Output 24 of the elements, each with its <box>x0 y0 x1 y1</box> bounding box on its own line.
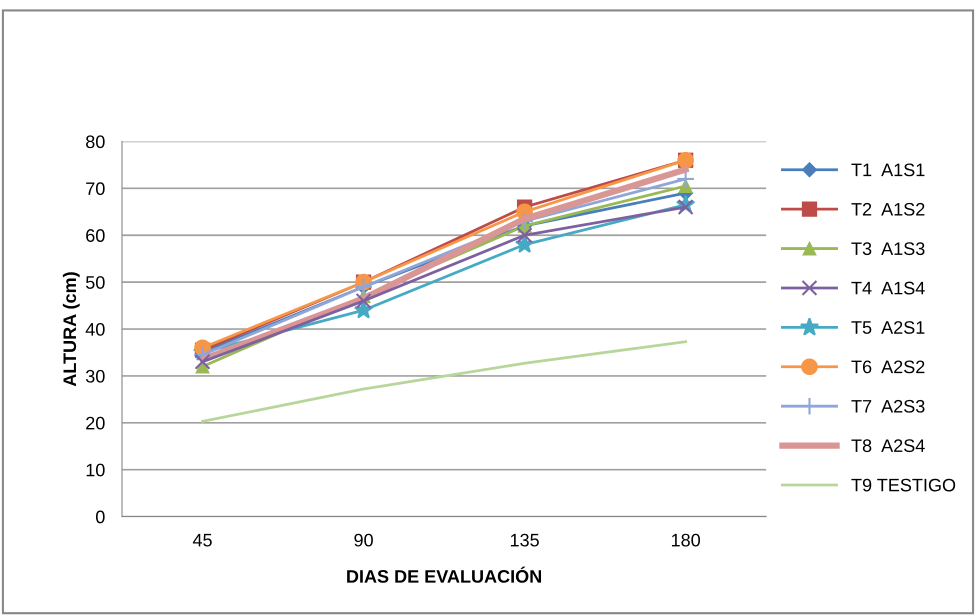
legend-label: T5 A2S1 <box>851 321 924 334</box>
legend-label: T9 TESTIGO <box>851 478 956 492</box>
legend-label: T3 A1S3 <box>851 242 925 256</box>
legend-label: T6 A2S2 <box>851 360 924 374</box>
legend-label: T4 A1S4 <box>851 282 925 294</box>
y-axis-title: ALTURA (cm) <box>62 272 80 386</box>
legend-label: T2 A1S2 <box>851 202 924 216</box>
y-tick-label: 60 <box>86 229 105 242</box>
x-tick-label: 180 <box>672 534 700 547</box>
x-tick-label: 135 <box>510 534 539 547</box>
y-tick-label: 40 <box>86 322 105 336</box>
y-tick-label: 50 <box>86 276 105 289</box>
y-tick-label: 80 <box>86 135 105 148</box>
x-tick-label: 45 <box>192 534 212 547</box>
y-tick-label: 10 <box>86 464 105 476</box>
x-tick-label: 90 <box>354 534 373 547</box>
x-axis-title: DIAS DE EVALUACIÓN <box>347 566 542 583</box>
y-tick-label: 20 <box>86 416 105 430</box>
legend-label: T1 A1S1 <box>851 163 924 176</box>
legend-label: T8 A2S4 <box>851 439 925 452</box>
legend-label: T7 A2S3 <box>851 400 925 413</box>
y-tick-label: 0 <box>96 510 105 524</box>
y-tick-label: 30 <box>86 370 105 383</box>
y-tick-label: 70 <box>86 182 105 196</box>
